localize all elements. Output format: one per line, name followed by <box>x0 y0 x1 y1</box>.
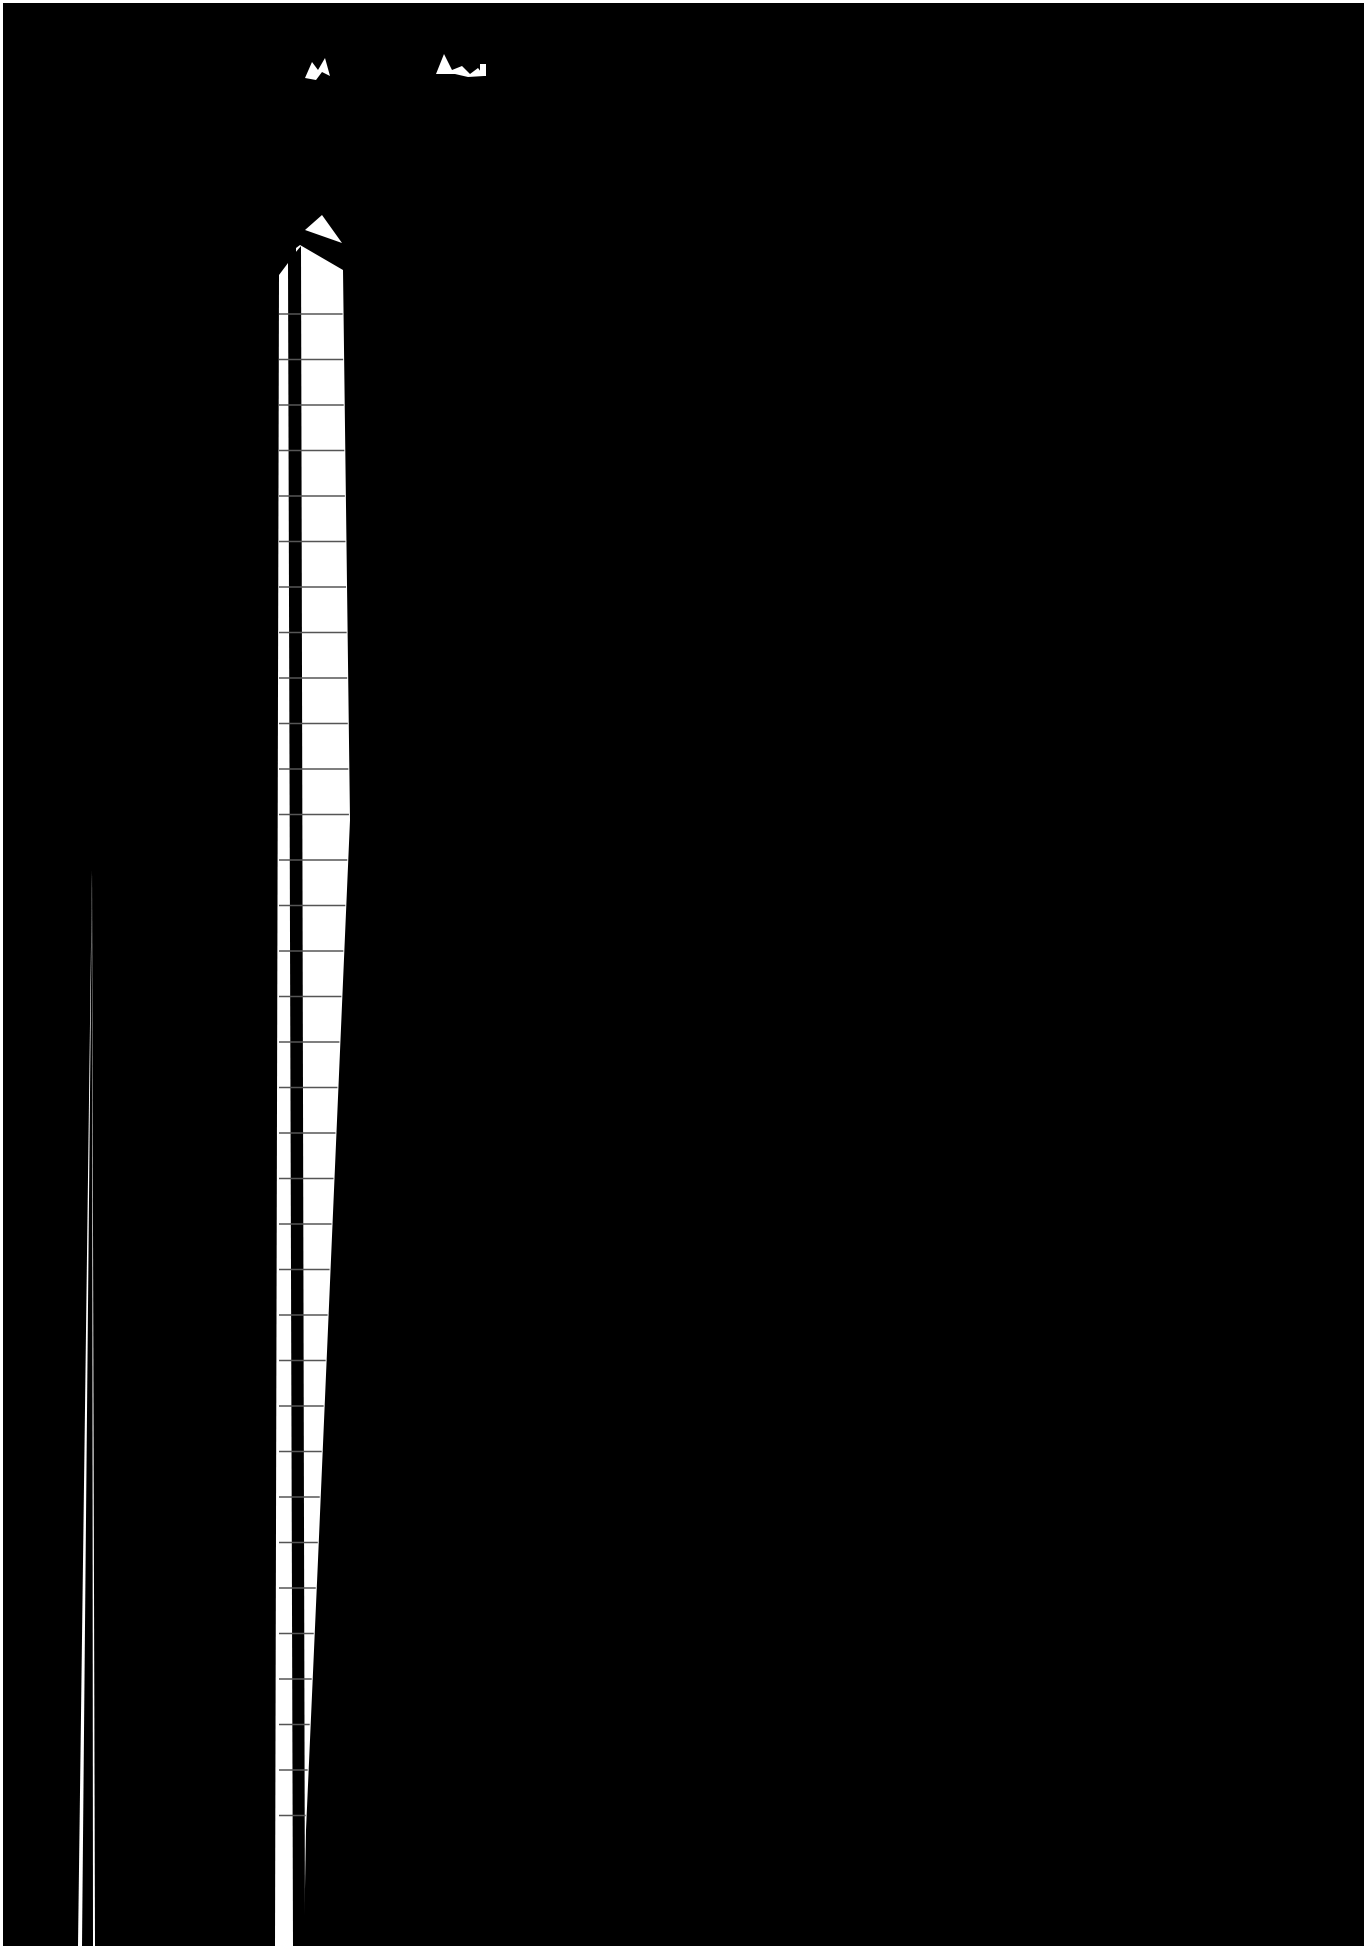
top-glyph-marks <box>305 54 486 80</box>
glyph-mark-left <box>305 58 330 80</box>
glyph-dash <box>480 64 486 76</box>
glyph-mark-right <box>436 54 484 77</box>
ladder-right-panel <box>295 245 350 1946</box>
ladder-gap <box>289 246 305 1946</box>
ladder-rungs <box>279 313 349 1817</box>
ladder-left-strip <box>275 263 293 1946</box>
ladder-shape <box>275 215 350 1946</box>
left-sliver-gap <box>82 880 93 1946</box>
ladder-peak-triangle <box>305 215 342 243</box>
